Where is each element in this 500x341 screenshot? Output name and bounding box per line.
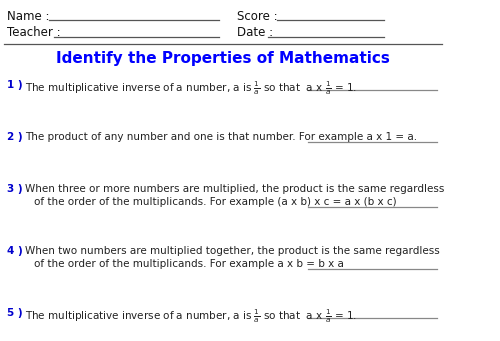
Text: Teacher :: Teacher :: [7, 27, 61, 40]
Text: Date :: Date :: [236, 27, 272, 40]
Text: Name :: Name :: [7, 10, 50, 23]
Text: When two numbers are multiplied together, the product is the same regardless: When two numbers are multiplied together…: [25, 246, 440, 256]
Text: 2 ): 2 ): [7, 132, 23, 142]
Text: 4 ): 4 ): [7, 246, 23, 256]
Text: The multiplicative inverse of a number, a is $\frac{1}{a}$ so that  a x $\frac{1: The multiplicative inverse of a number, …: [25, 308, 357, 325]
Text: 1 ): 1 ): [7, 80, 23, 90]
Text: 5 ): 5 ): [7, 308, 23, 318]
Text: of the order of the multiplicands. For example (a x b) x c = a x (b x c): of the order of the multiplicands. For e…: [34, 197, 397, 207]
Text: Score :: Score :: [236, 10, 277, 23]
Text: The product of any number and one is that number. For example a x 1 = a.: The product of any number and one is tha…: [25, 132, 417, 142]
Text: Identify the Properties of Mathematics: Identify the Properties of Mathematics: [56, 50, 390, 65]
Text: The multiplicative inverse of a number, a is $\frac{1}{a}$ so that  a x $\frac{1: The multiplicative inverse of a number, …: [25, 80, 357, 97]
Text: 3 ): 3 ): [7, 184, 23, 194]
Text: When three or more numbers are multiplied, the product is the same regardless: When three or more numbers are multiplie…: [25, 184, 444, 194]
Text: of the order of the multiplicands. For example a x b = b x a: of the order of the multiplicands. For e…: [34, 259, 344, 269]
